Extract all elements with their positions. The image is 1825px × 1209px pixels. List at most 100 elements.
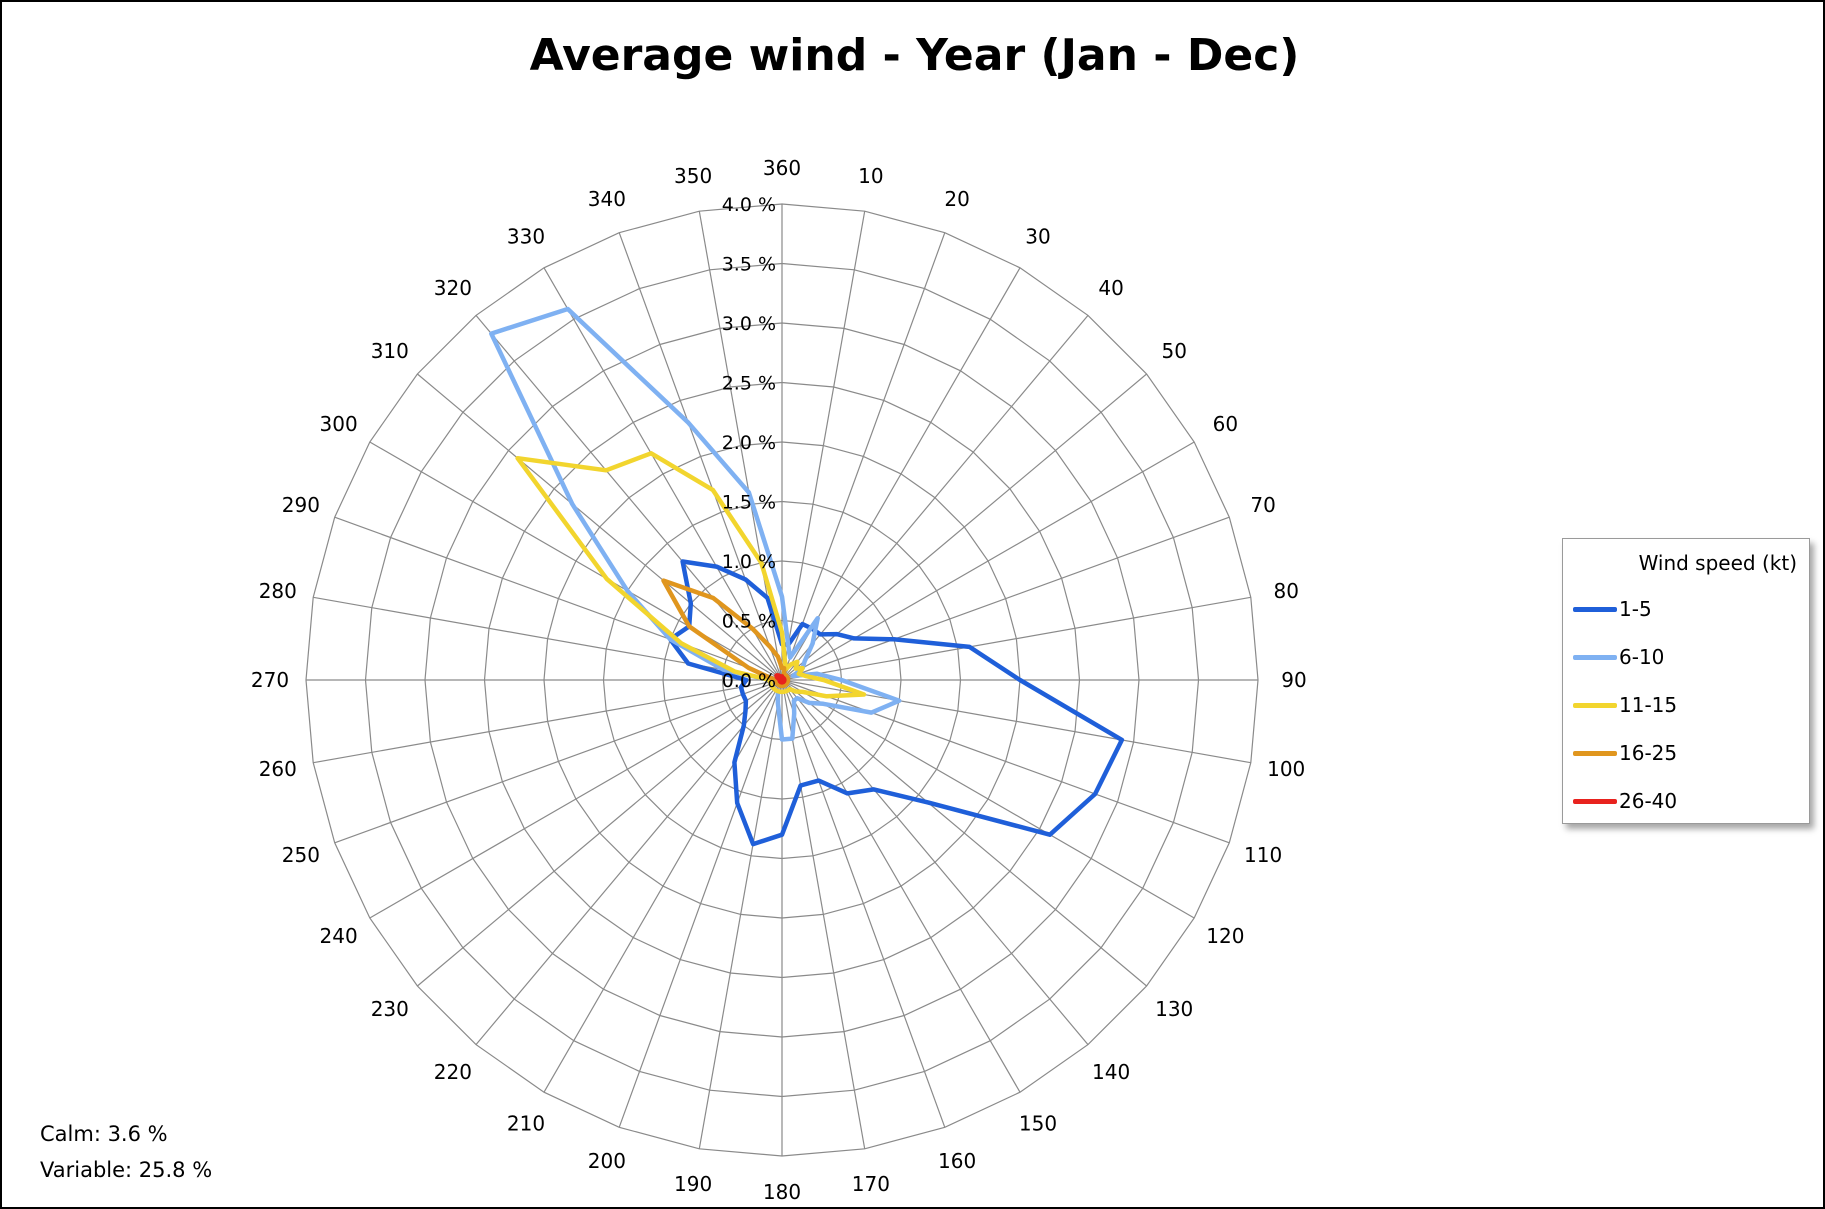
grid-spoke (781, 516, 1230, 681)
legend-label-16-25: 16-25 (1619, 741, 1678, 765)
direction-label: 20 (944, 187, 969, 211)
grid-spoke (781, 232, 946, 681)
grid-spoke (334, 679, 783, 844)
legend-label-26-40: 26-40 (1619, 789, 1678, 813)
direction-label: 110 (1244, 843, 1282, 867)
direction-label: 210 (507, 1111, 545, 1135)
grid-spoke (313, 596, 783, 681)
legend: Wind speed (kt) 1-5 6-10 11-15 16-25 26-… (1562, 538, 1810, 824)
legend-item-16-25: 16-25 (1573, 741, 1677, 765)
direction-label: 100 (1267, 757, 1305, 781)
grid-spoke (781, 679, 866, 1149)
grid-spoke (781, 679, 946, 1128)
grid-spoke (618, 679, 783, 1128)
radial-tick-label: 0.0 % (722, 670, 776, 692)
legend-swatch-1-5 (1573, 606, 1617, 612)
grid-spoke (698, 679, 783, 1149)
grid-spoke (781, 679, 1230, 844)
grid-spoke (543, 267, 783, 681)
legend-label-11-15: 11-15 (1619, 693, 1678, 717)
radial-tick-label: 3.5 % (722, 254, 776, 276)
grid-spoke (369, 679, 783, 919)
direction-labels: 360 10 20 30 40 50 60 70 80 90 100 110 120 130 140 150 1… (251, 156, 1307, 1204)
direction-label: 300 (320, 412, 358, 436)
radial-tick-label: 1.0 % (722, 551, 776, 573)
series-line-16-25 (661, 578, 791, 689)
direction-label: 200 (588, 1149, 626, 1173)
direction-label: 170 (852, 1172, 890, 1196)
direction-label: 250 (282, 843, 320, 867)
direction-label: 150 (1019, 1111, 1057, 1135)
grid-spoke (781, 679, 1147, 987)
legend-swatch-11-15 (1573, 702, 1617, 708)
grid-spoke (781, 315, 1089, 681)
grid-spoke (543, 679, 783, 1093)
direction-label: 160 (938, 1149, 976, 1173)
radial-tick-label: 4.0 % (722, 194, 776, 216)
direction-label: 270 (251, 668, 289, 692)
direction-label: 230 (371, 997, 409, 1021)
grid-spoke (475, 679, 783, 1045)
direction-label: 240 (320, 924, 358, 948)
grid-spoke (781, 441, 1195, 681)
direction-label: 80 (1273, 579, 1298, 603)
grid-spoke (781, 373, 1147, 681)
direction-label: 330 (507, 225, 545, 249)
radial-tick-label: 0.5 % (722, 611, 776, 633)
series-line-26-40 (774, 673, 787, 685)
grid-spoke (618, 232, 783, 681)
direction-label: 310 (371, 339, 409, 363)
direction-label: 90 (1281, 668, 1306, 692)
grid-spoke (781, 679, 1195, 919)
radar-series (489, 306, 1125, 847)
grid-spoke (369, 441, 783, 681)
direction-label: 320 (434, 276, 472, 300)
grid-spoke (781, 267, 1021, 681)
direction-label: 190 (674, 1172, 712, 1196)
direction-label: 60 (1213, 412, 1238, 436)
grid-spoke (334, 516, 783, 681)
direction-label: 40 (1098, 276, 1123, 300)
direction-label: 50 (1161, 339, 1186, 363)
grid-spoke (417, 373, 783, 681)
grid-spoke (475, 315, 783, 681)
legend-swatch-26-40 (1573, 798, 1617, 804)
grid-spoke (781, 679, 1089, 1045)
legend-item-11-15: 11-15 (1573, 693, 1677, 717)
direction-label: 360 (763, 156, 801, 180)
legend-swatch-16-25 (1573, 750, 1617, 756)
grid-spoke (781, 596, 1251, 681)
series-line-11-15 (515, 451, 867, 699)
legend-label-6-10: 6-10 (1619, 645, 1665, 669)
radial-tick-label: 3.0 % (722, 313, 776, 335)
chart-title: Average wind - Year (Jan - Dec) (529, 30, 1300, 81)
legend-title: Wind speed (kt) (1638, 551, 1797, 575)
direction-label: 120 (1206, 924, 1244, 948)
direction-label: 180 (763, 1180, 801, 1204)
legend-item-1-5: 1-5 (1573, 597, 1652, 621)
grid-spoke (417, 679, 783, 987)
direction-label: 130 (1155, 997, 1193, 1021)
direction-label: 140 (1092, 1060, 1130, 1084)
direction-label: 70 (1250, 493, 1275, 517)
radial-tick-label: 2.0 % (722, 432, 776, 454)
radial-tick-labels: 0.0 % 0.5 % 1.0 % 1.5 % 2.0 % 2.5 % 3.0 % 3.5 %… (722, 194, 776, 692)
legend-item-6-10: 6-10 (1573, 645, 1664, 669)
legend-label-1-5: 1-5 (1619, 597, 1652, 621)
direction-label: 30 (1025, 225, 1050, 249)
radial-tick-label: 1.5 % (722, 492, 776, 514)
legend-item-26-40: 26-40 (1573, 789, 1677, 813)
direction-label: 220 (434, 1060, 472, 1084)
legend-swatch-6-10 (1573, 654, 1617, 660)
direction-label: 340 (588, 187, 626, 211)
grid-spoke (781, 679, 1021, 1093)
radial-tick-label: 2.5 % (722, 373, 776, 395)
direction-label: 280 (259, 579, 297, 603)
direction-label: 260 (259, 757, 297, 781)
grid-spoke (781, 211, 866, 681)
direction-label: 10 (858, 164, 883, 188)
variable-note: Variable: 25.8 % (40, 1158, 213, 1182)
calm-variable-notes: Calm: 3.6 % Variable: 25.8 % (40, 1116, 212, 1188)
